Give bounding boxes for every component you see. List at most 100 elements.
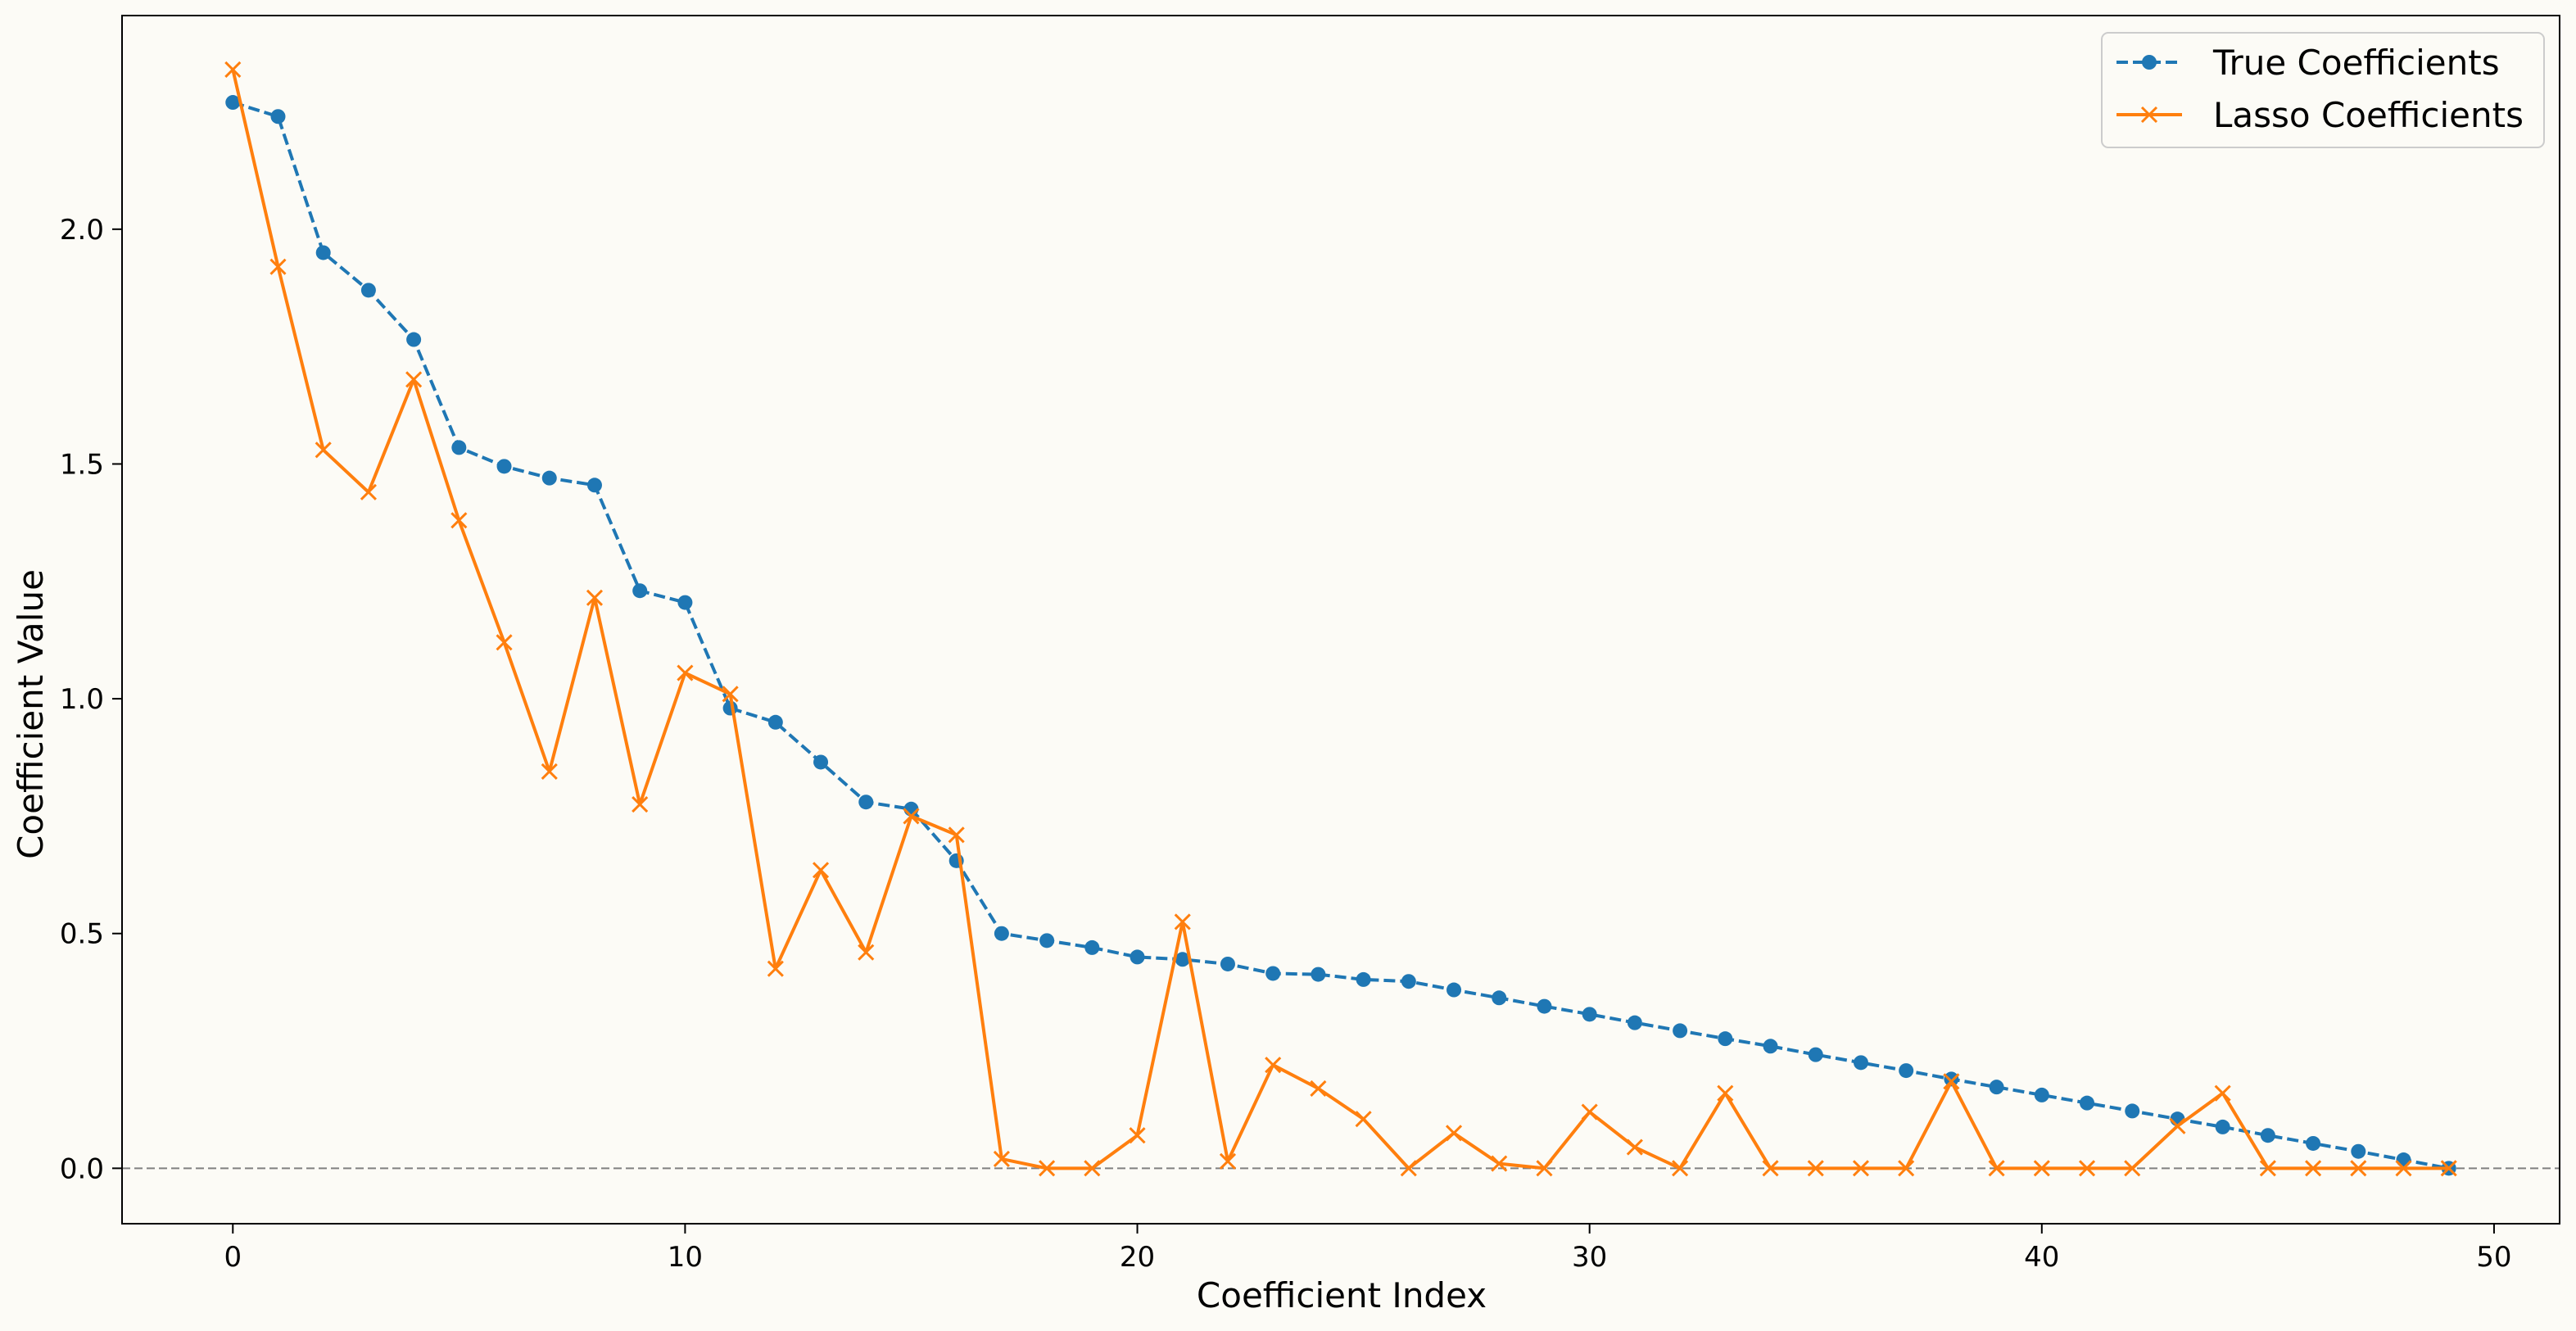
data-point-true — [406, 332, 422, 347]
x-tick-label: 50 — [2476, 1241, 2511, 1274]
data-point-true — [315, 245, 331, 260]
data-point-lasso — [1491, 1155, 1508, 1172]
legend-lasso-marker — [2140, 106, 2158, 124]
data-point-true — [1311, 967, 1326, 982]
x-tick-label: 30 — [1572, 1241, 1607, 1274]
data-point-true — [2125, 1103, 2140, 1119]
data-point-true — [1265, 966, 1281, 981]
data-point-true — [1944, 1071, 1959, 1087]
data-point-lasso — [269, 258, 287, 275]
data-point-lasso — [993, 1150, 1010, 1167]
data-point-true — [903, 801, 919, 817]
data-point-lasso — [1717, 1084, 1734, 1102]
data-point-lasso — [1536, 1160, 1553, 1177]
data-point-lasso — [2395, 1160, 2412, 1177]
data-point-lasso — [1943, 1073, 1960, 1090]
data-point-true — [1582, 1007, 1597, 1022]
data-point-lasso — [1807, 1160, 1824, 1177]
data-point-lasso — [1310, 1080, 1327, 1097]
data-point-true — [1808, 1047, 1823, 1062]
data-point-true — [2215, 1119, 2230, 1134]
data-point-lasso — [1445, 1125, 1463, 1142]
x-tick-label: 0 — [224, 1241, 242, 1274]
data-point-lasso — [767, 960, 784, 977]
y-tick-label: 0.5 — [60, 918, 104, 951]
data-point-lasso — [1988, 1160, 2005, 1177]
legend-lasso-label: Lasso Coefficients — [2213, 95, 2524, 135]
x-tick-label: 40 — [2024, 1241, 2059, 1274]
data-point-true — [1899, 1063, 1914, 1079]
data-point-true — [2306, 1135, 2321, 1151]
data-point-lasso — [1898, 1160, 1915, 1177]
data-point-true — [2034, 1087, 2049, 1102]
data-point-lasso — [2440, 1160, 2457, 1177]
data-point-true — [496, 459, 512, 474]
legend-frame — [2101, 32, 2545, 148]
data-point-lasso — [450, 512, 468, 529]
y-tick-label: 2.0 — [60, 214, 104, 247]
data-point-true — [1220, 956, 1235, 971]
data-point-lasso — [1219, 1152, 1237, 1170]
data-point-lasso — [1039, 1160, 1056, 1177]
data-point-true — [1537, 998, 1552, 1014]
data-point-true — [1039, 933, 1055, 948]
data-point-true — [2396, 1152, 2411, 1168]
data-point-true — [451, 440, 467, 455]
data-point-lasso — [360, 483, 377, 500]
data-point-lasso — [722, 686, 739, 703]
data-point-lasso — [1852, 1160, 1870, 1177]
data-point-true — [1130, 949, 1145, 965]
data-point-true — [858, 795, 874, 810]
plot-area — [122, 61, 2560, 1177]
data-point-lasso — [2033, 1160, 2050, 1177]
data-point-lasso — [1400, 1160, 1417, 1177]
data-point-lasso — [586, 589, 604, 606]
data-point-true — [1853, 1055, 1868, 1071]
axes-frame — [121, 15, 2560, 1225]
data-point-lasso — [1129, 1127, 1146, 1144]
data-point-true — [2080, 1095, 2095, 1111]
data-point-true — [2260, 1128, 2275, 1143]
data-point-true — [1627, 1015, 1642, 1030]
data-point-true — [767, 714, 783, 730]
data-point-true — [270, 109, 286, 124]
data-point-lasso — [1762, 1160, 1779, 1177]
data-point-true — [1084, 939, 1100, 955]
y-tick-label: 1.5 — [60, 448, 104, 481]
axes: 0 10 20 30 40 50 0.0 0.5 1.0 1.5 2.0 — [60, 15, 2560, 1274]
data-point-true — [632, 583, 648, 599]
data-point-true — [1763, 1039, 1778, 1054]
data-point-lasso — [405, 371, 423, 388]
data-point-lasso — [2350, 1160, 2367, 1177]
data-point-lasso — [1084, 1160, 1101, 1177]
data-point-true — [225, 95, 241, 111]
data-point-lasso — [224, 61, 242, 78]
data-point-true — [1989, 1080, 2004, 1095]
data-point-lasso — [948, 826, 965, 844]
legend-true-label: True Coefficients — [2212, 43, 2500, 83]
data-point-lasso — [1672, 1160, 1689, 1177]
series-line-lasso — [231, 69, 2449, 1170]
data-point-lasso — [2169, 1117, 2186, 1134]
data-point-true — [1446, 982, 1462, 998]
data-point-true — [1492, 990, 1507, 1006]
data-point-lasso — [2214, 1084, 2231, 1102]
data-point-true — [1356, 971, 1371, 987]
data-point-lasso — [1355, 1111, 1372, 1128]
data-point-lasso — [2078, 1160, 2096, 1177]
x-tick-label: 20 — [1120, 1241, 1155, 1274]
data-point-lasso — [903, 808, 920, 825]
y-tick-label: 1.0 — [60, 683, 104, 716]
data-point-true — [586, 478, 602, 493]
data-point-lasso — [1265, 1057, 1282, 1074]
data-point-lasso — [2124, 1160, 2141, 1177]
y-tick-label: 0.0 — [60, 1152, 104, 1185]
data-point-true — [1401, 974, 1416, 989]
data-point-lasso — [632, 796, 649, 813]
data-point-true — [994, 926, 1009, 941]
data-point-lasso — [541, 763, 558, 781]
data-point-lasso — [1174, 913, 1191, 930]
x-tick-label: 10 — [668, 1241, 703, 1274]
data-point-lasso — [2305, 1160, 2322, 1177]
